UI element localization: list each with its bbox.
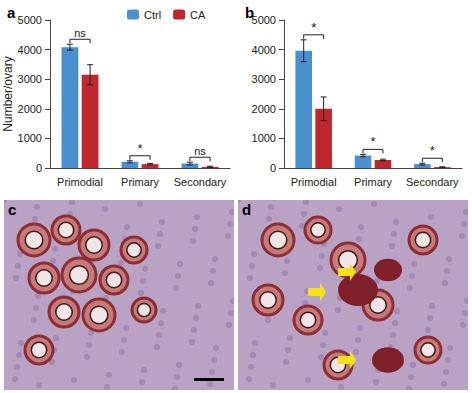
svg-text:2000: 2000 xyxy=(18,103,42,115)
svg-text:0: 0 xyxy=(36,162,42,174)
svg-text:b: b xyxy=(245,4,254,21)
svg-text:Ctrl: Ctrl xyxy=(144,9,161,21)
svg-text:*: * xyxy=(137,141,142,156)
svg-text:*: * xyxy=(370,134,375,149)
svg-text:1000: 1000 xyxy=(18,132,42,144)
svg-text:5000: 5000 xyxy=(18,14,42,26)
svg-text:1000: 1000 xyxy=(252,132,276,144)
svg-text:Primodial: Primodial xyxy=(57,176,103,188)
svg-text:*: * xyxy=(430,143,435,158)
svg-text:CA: CA xyxy=(190,9,206,21)
svg-text:Primary: Primary xyxy=(121,176,159,188)
svg-text:ns: ns xyxy=(194,145,206,157)
svg-text:Primary: Primary xyxy=(354,176,392,188)
html-text:d: d xyxy=(242,201,252,218)
svg-text:4000: 4000 xyxy=(252,44,276,56)
svg-text:0: 0 xyxy=(270,162,276,174)
html-text:c: c xyxy=(8,201,17,218)
svg-text:*: * xyxy=(311,20,316,35)
svg-text:3000: 3000 xyxy=(18,73,42,85)
svg-text:Primodial: Primodial xyxy=(291,176,337,188)
svg-text:Secondary: Secondary xyxy=(174,176,227,188)
svg-text:3000: 3000 xyxy=(252,73,276,85)
svg-text:ns: ns xyxy=(74,27,86,39)
svg-text:5000: 5000 xyxy=(252,14,276,26)
svg-text:4000: 4000 xyxy=(18,44,42,56)
svg-text:a: a xyxy=(7,4,16,21)
svg-text:Number/ovary: Number/ovary xyxy=(1,56,15,131)
svg-text:Secondary: Secondary xyxy=(406,176,459,188)
svg-text:2000: 2000 xyxy=(252,103,276,115)
